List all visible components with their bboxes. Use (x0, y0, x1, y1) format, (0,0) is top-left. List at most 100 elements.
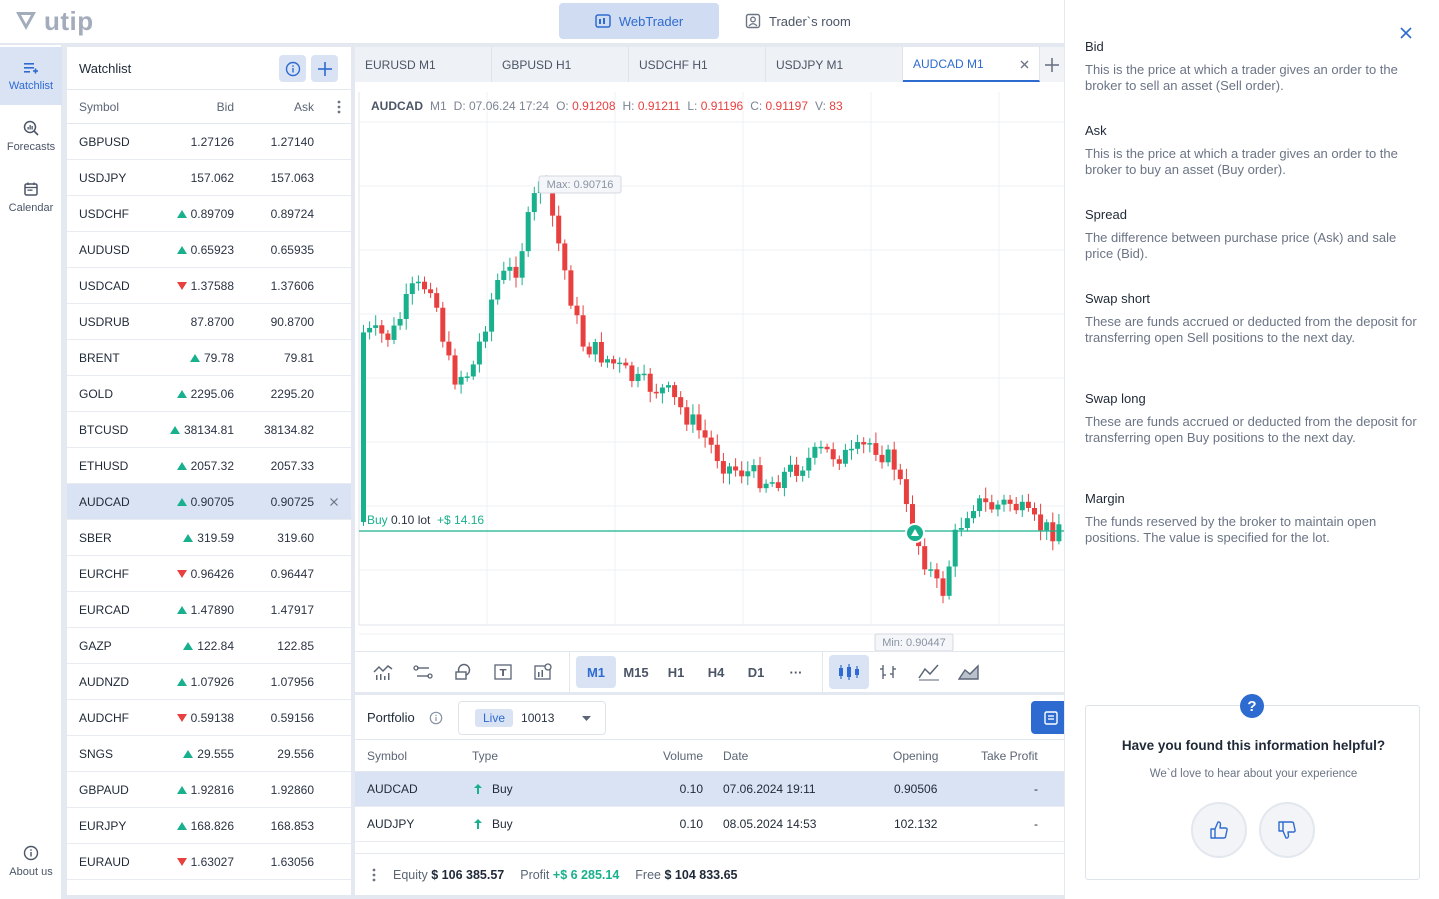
chart-tab-gbpusd[interactable]: GBPUSD H1 (492, 47, 629, 82)
nav-watchlist[interactable]: Watchlist (0, 47, 62, 105)
timeframe-m15[interactable]: M15 (623, 664, 649, 680)
logo[interactable]: utip (14, 6, 94, 36)
nav-forecasts[interactable]: Forecasts (0, 107, 62, 165)
watchlist-row[interactable]: AUDCHF 0.59138 0.59156 (67, 700, 351, 736)
columns-menu-icon[interactable] (337, 100, 341, 114)
price-chart[interactable]: Buy 0.10 lot +$ 14.16 Max: 0.90716 Min: 0.90… (355, 82, 1064, 651)
candles-type-icon[interactable] (829, 655, 869, 689)
watchlist-row[interactable]: EURJPY 168.826 168.853 (67, 808, 351, 844)
watchlist-row[interactable]: SNGS 29.555 29.556 (67, 736, 351, 772)
add-chart-tab-button[interactable] (1040, 47, 1064, 82)
watchlist-row[interactable]: AUDCAD 0.90705 0.90725 (67, 484, 351, 520)
col-ask[interactable]: Ask (293, 99, 314, 114)
account-select[interactable]: Live 10013 (458, 701, 606, 735)
watchlist-row[interactable]: ETHUSD 2057.32 2057.33 (67, 448, 351, 484)
watchlist-row[interactable]: EURAUD 1.63027 1.63056 (67, 844, 351, 880)
watchlist-row[interactable]: EURCAD 1.47890 1.47917 (67, 592, 351, 628)
ohlc-volume: 83 (829, 99, 843, 113)
timeframe-d1[interactable]: D1 (747, 664, 765, 680)
more-timeframes-button[interactable]: ··· (789, 664, 803, 680)
col-symbol[interactable]: Symbol (79, 99, 120, 114)
watchlist-row[interactable]: USDJPY 157.062 157.063 (67, 160, 351, 196)
watchlist-header: Watchlist (67, 47, 351, 90)
shapes-tool-icon[interactable] (443, 655, 483, 689)
row-bid: 29.555 (183, 747, 234, 761)
row-bid-value: 2295.06 (190, 386, 234, 401)
timeframe-h4[interactable]: H4 (707, 664, 725, 680)
close-icon[interactable] (1400, 27, 1412, 39)
watchlist-row[interactable]: GOLD 2295.06 2295.20 (67, 376, 351, 412)
add-symbol-button[interactable] (311, 55, 338, 82)
pf-col-symbol[interactable]: Symbol (367, 748, 408, 763)
col-bid[interactable]: Bid (216, 99, 234, 114)
summary-menu-icon[interactable] (372, 868, 376, 882)
chart-settings-icon[interactable] (523, 655, 563, 689)
watchlist-row[interactable]: AUDNZD 1.07926 1.07956 (67, 664, 351, 700)
bars-type-icon[interactable] (869, 655, 909, 689)
info-icon[interactable] (429, 711, 443, 725)
line-tool-icon[interactable] (403, 655, 443, 689)
pf-col-volume[interactable]: Volume (662, 748, 703, 763)
price-up-icon (169, 425, 180, 434)
chart-tab-usdchf[interactable]: USDCHF H1 (629, 47, 766, 82)
pf-col-type[interactable]: Type (472, 748, 499, 763)
watchlist-row[interactable]: BRENT 79.78 79.81 (67, 340, 351, 376)
tab-webtrader[interactable]: WebTrader (559, 3, 719, 39)
portfolio-row[interactable]: AUDJPY Buy 0.10 08.05.2024 14:53 102.132 - (355, 807, 1064, 842)
info-text: These are funds accrued or deducted from… (1085, 414, 1417, 445)
watchlist-row[interactable]: SBER 319.59 319.60 (67, 520, 351, 556)
calendar-icon (24, 182, 38, 196)
portfolio-header: Portfolio Live 10013 (355, 695, 1071, 740)
watchlist-row[interactable]: AUDUSD 0.65923 0.65935 (67, 232, 351, 268)
area-type-icon[interactable] (949, 655, 989, 689)
watchlist-rows: GBPUSD 1.27126 1.27140 USDJPY 157.062 157.063… (67, 124, 351, 880)
pf-type-label: Buy (492, 782, 513, 796)
row-ask: 1.37606 (270, 278, 314, 293)
chart-tab-audcad[interactable]: AUDCAD M1 (903, 47, 1040, 82)
watchlist-row[interactable]: USDRUB 87.8700 90.8700 (67, 304, 351, 340)
candle-body (708, 437, 714, 445)
candle-body (806, 457, 812, 471)
chevron-down-icon (582, 716, 591, 721)
candle-body (598, 341, 604, 363)
remove-symbol-icon[interactable] (330, 498, 338, 506)
toolbar-divider (569, 651, 570, 693)
watchlist-row[interactable]: GAZP 122.84 122.85 (67, 628, 351, 664)
price-down-icon (176, 569, 187, 578)
thumbs-up-button[interactable] (1191, 802, 1247, 858)
timeframe-h1[interactable]: H1 (667, 664, 685, 680)
watchlist-row[interactable]: EURCHF 0.96426 0.96447 (67, 556, 351, 592)
thumbs-down-button[interactable] (1259, 802, 1315, 858)
watchlist-row[interactable]: USDCAD 1.37588 1.37606 (67, 268, 351, 304)
candle-body (556, 215, 562, 244)
pf-col-opening[interactable]: Opening (893, 748, 939, 763)
line-type-icon[interactable] (909, 655, 949, 689)
price-up-icon (183, 533, 194, 542)
pf-col-take-profit[interactable]: Take Profit (981, 748, 1038, 763)
row-symbol: USDJPY (79, 170, 127, 185)
close-tab-icon[interactable] (1020, 60, 1029, 69)
pf-col-date[interactable]: Date (723, 748, 749, 763)
indicators-icon[interactable] (363, 655, 403, 689)
watchlist-row[interactable]: BTCUSD 38134.81 38134.82 (67, 412, 351, 448)
watchlist-info-button[interactable] (279, 55, 306, 82)
watchlist-row[interactable]: USDCHF 0.89709 0.89724 (67, 196, 351, 232)
candle-body (452, 355, 458, 385)
watchlist-row[interactable]: GBPUSD 1.27126 1.27140 (67, 124, 351, 160)
ohlc-volume-label: V: (815, 99, 826, 113)
tab-traders-room[interactable]: Trader`s room (733, 3, 863, 39)
text-tool-icon[interactable]: T (483, 655, 523, 689)
nav-about-us[interactable]: About us (0, 832, 62, 890)
chart-tab-eurusd[interactable]: EURUSD M1 (355, 47, 492, 82)
portfolio-row[interactable]: AUDCAD Buy 0.10 07.06.2024 19:11 0.90506 - (355, 772, 1064, 807)
nav-calendar[interactable]: Calendar (0, 168, 62, 226)
info-text: The funds reserved by the broker to main… (1085, 514, 1377, 545)
timeframe-m1[interactable]: M1 (576, 656, 616, 688)
candle-body (489, 299, 495, 332)
candle-body (428, 289, 434, 294)
candle-body (702, 430, 708, 438)
chart-tabs: EURUSD M1 GBPUSD H1 USDCHF H1 USDJPY M1 … (355, 47, 1064, 82)
watchlist-row[interactable]: GBPAUD 1.92816 1.92860 (67, 772, 351, 808)
user-icon (745, 13, 761, 29)
chart-tab-usdjpy[interactable]: USDJPY M1 (766, 47, 903, 82)
